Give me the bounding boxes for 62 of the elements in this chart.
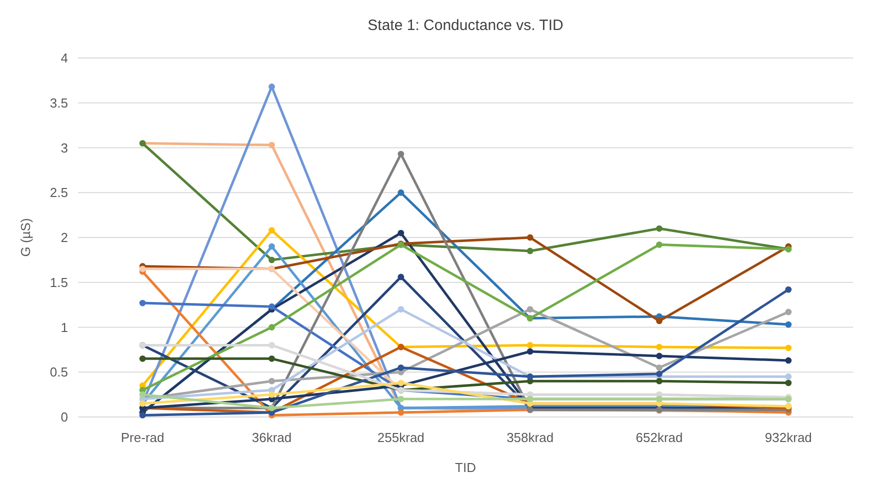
x-tick-label: 36krad bbox=[252, 430, 292, 445]
point bbox=[526, 234, 534, 241]
point bbox=[268, 324, 275, 330]
y-tick-label: 3 bbox=[60, 140, 68, 156]
point bbox=[785, 357, 792, 364]
point bbox=[398, 396, 404, 402]
y-axis-title: G (µS) bbox=[18, 218, 33, 257]
point bbox=[139, 355, 146, 362]
x-tick-label: 358krad bbox=[506, 430, 554, 445]
point bbox=[656, 370, 662, 378]
point bbox=[656, 364, 662, 371]
point bbox=[656, 352, 662, 360]
y-tick-label: 1.5 bbox=[50, 274, 68, 290]
point bbox=[398, 274, 404, 280]
point bbox=[139, 412, 146, 418]
point bbox=[398, 306, 404, 312]
x-tick-label: Pre-rad bbox=[120, 430, 164, 445]
point bbox=[139, 266, 146, 272]
point bbox=[656, 225, 662, 232]
point bbox=[268, 227, 275, 234]
point bbox=[656, 241, 662, 248]
point bbox=[785, 286, 792, 293]
x-axis-title: TID bbox=[455, 460, 476, 475]
point bbox=[268, 355, 275, 362]
point bbox=[398, 189, 404, 196]
y-tick-label: 2 bbox=[60, 230, 68, 246]
y-tick-label: 2.5 bbox=[50, 185, 68, 200]
point bbox=[398, 150, 404, 158]
point bbox=[785, 380, 792, 386]
point bbox=[656, 344, 662, 350]
y-tick-label: 3.5 bbox=[50, 95, 68, 110]
point bbox=[268, 142, 275, 148]
point bbox=[139, 391, 146, 398]
point bbox=[268, 378, 275, 384]
point bbox=[656, 378, 662, 384]
point bbox=[268, 256, 275, 264]
y-tick-label: 4 bbox=[60, 50, 68, 66]
point bbox=[526, 348, 534, 355]
point bbox=[398, 230, 404, 236]
point bbox=[398, 380, 404, 386]
point bbox=[656, 318, 662, 324]
point bbox=[526, 342, 534, 348]
point bbox=[785, 321, 792, 328]
point bbox=[785, 373, 792, 380]
y-tick-label: 1 bbox=[60, 320, 68, 335]
point bbox=[398, 409, 404, 416]
point bbox=[268, 303, 275, 310]
point bbox=[398, 364, 404, 371]
x-tick-label: 932krad bbox=[764, 430, 812, 445]
point bbox=[526, 248, 534, 254]
y-tick-label: 0.5 bbox=[50, 364, 68, 380]
point bbox=[526, 306, 534, 312]
x-tick-label: 652krad bbox=[636, 430, 683, 445]
point bbox=[268, 243, 275, 250]
point bbox=[268, 342, 275, 348]
point bbox=[139, 300, 146, 306]
point bbox=[268, 391, 275, 398]
point bbox=[785, 344, 792, 352]
chart-title: State 1: Conductance vs. TID bbox=[368, 17, 564, 34]
point bbox=[785, 308, 792, 316]
x-tick-label: 255krad bbox=[377, 430, 424, 445]
y-tick-label: 0 bbox=[60, 410, 68, 425]
